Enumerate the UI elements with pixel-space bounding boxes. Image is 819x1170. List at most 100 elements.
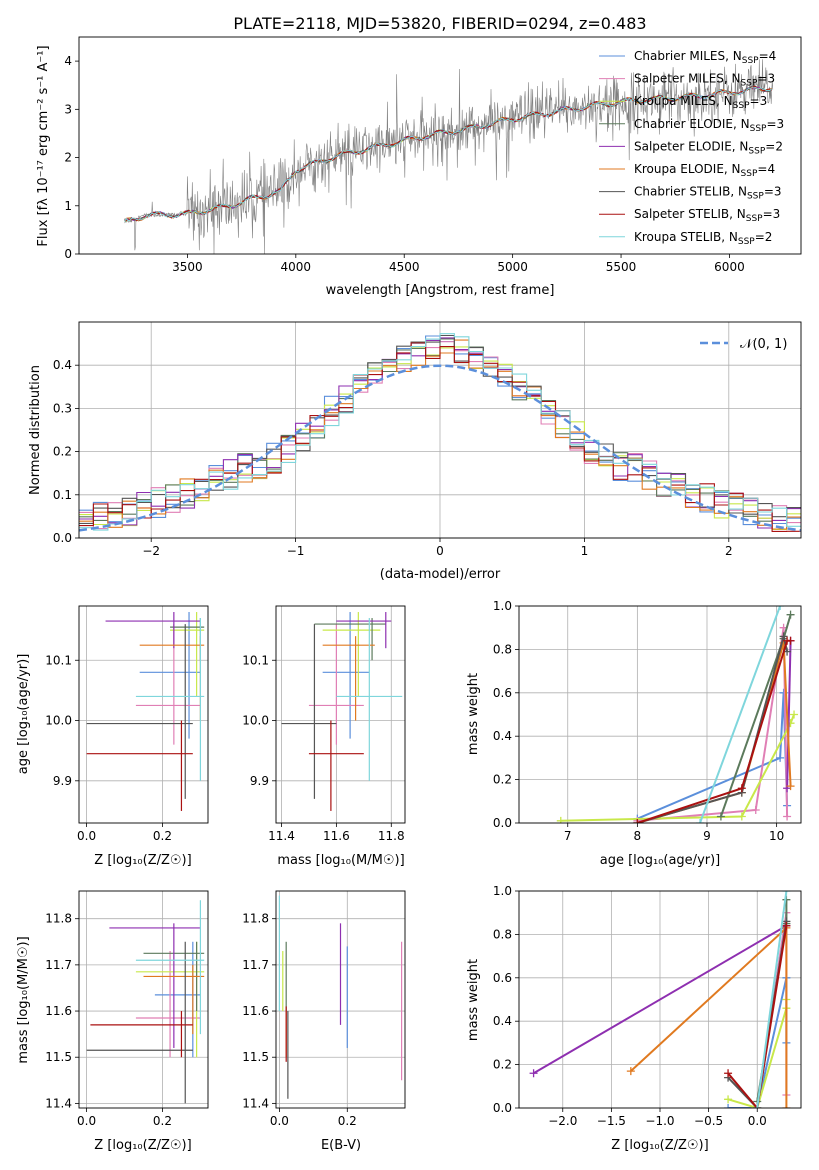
y-tick-label: 1	[64, 199, 72, 213]
y-tick-label: 11.6	[45, 1004, 72, 1018]
x-tick-label: −1.5	[597, 1114, 626, 1128]
x-tick-label: −0.5	[694, 1114, 723, 1128]
x-tick-label: 9	[703, 829, 711, 843]
legend-entry: Chabrier MILES, NSSP=4	[634, 49, 776, 66]
data-point-marker	[724, 1104, 733, 1108]
plot-area-massweight_vs_Z	[529, 891, 791, 1108]
x-axis-label: age [log₁₀(age/yr)]	[600, 853, 721, 868]
x-tick-label: 0.0	[77, 1114, 96, 1128]
data-point-marker	[782, 921, 791, 930]
axes-mass_vs_EBV: 0.0 0.2 11.4 11.5 11.6 11.7 11.8 E(B-V)	[242, 890, 406, 1153]
data-point-marker	[633, 819, 642, 823]
y-tick-label: 11.8	[45, 912, 72, 926]
y-tick-label: 11.7	[45, 958, 72, 972]
data-point-marker	[724, 1069, 733, 1078]
y-axis-label: mass weight	[466, 959, 481, 1041]
data-point-marker	[556, 816, 565, 823]
y-axis-label: Flux [fλ 10⁻¹⁷ erg cm⁻² s⁻¹ A⁻¹]	[36, 45, 51, 246]
x-axis-label: mass [log₁₀(M/M☉)]	[277, 853, 404, 868]
y-tick-label: 0.3	[53, 401, 72, 415]
y-axis-label: mass [log₁₀(M/M☉)]	[16, 936, 31, 1063]
y-tick-label: 2	[64, 151, 72, 165]
axes-mass_vs_Z: 0.0 0.2 11.4 11.5 11.6 11.7 11.8 Z [log₁₀(Z/Z☉)…	[16, 890, 209, 1153]
x-tick-label: 6000	[714, 260, 745, 274]
y-tick-label: 9.9	[53, 774, 72, 788]
x-tick-label: 10	[769, 829, 784, 843]
y-axis-label: mass weight	[466, 673, 481, 755]
x-tick-label: 0.2	[153, 829, 172, 843]
y-tick-label: 0.0	[53, 531, 72, 545]
plot-area-mass_vs_EBV	[278, 895, 403, 1099]
y-tick-label: 1.0	[493, 884, 512, 898]
y-tick-label: 11.8	[242, 912, 269, 926]
axes-frame	[78, 605, 209, 824]
axes-frame	[518, 890, 802, 1109]
legend-entry: 𝒩(0, 1)	[740, 337, 787, 352]
legend-entry: Kroupa STELIB, NSSP=2	[634, 230, 772, 247]
data-point-marker	[782, 1104, 791, 1108]
y-tick-label: 0.2	[53, 445, 72, 459]
legend-entry: Salpeter MILES, NSSP=3	[634, 72, 775, 89]
y-tick-label: 11.7	[242, 958, 269, 972]
y-tick-label: 0.6	[493, 686, 512, 700]
mass-weight-line	[756, 891, 788, 1108]
plot-area-residuals	[79, 333, 801, 532]
y-tick-label: 0.0	[493, 1101, 512, 1115]
data-point-marker	[737, 784, 746, 793]
x-axis-label: wavelength [Angstrom, rest frame]	[326, 283, 555, 298]
plot-area-spectrum	[124, 59, 774, 254]
data-point-marker	[753, 1104, 762, 1108]
y-axis-label: age [log₁₀(age/yr)]	[16, 654, 31, 775]
histogram-series	[79, 342, 801, 532]
legend-entry: Salpeter STELIB, NSSP=3	[634, 207, 780, 224]
x-tick-label: −2.0	[548, 1114, 577, 1128]
plot-area-massweight_vs_age	[556, 606, 799, 823]
y-tick-label: 0.8	[493, 927, 512, 941]
x-tick-label: −1	[287, 544, 305, 558]
y-tick-label: 10.0	[242, 714, 269, 728]
x-tick-label: 7	[564, 829, 572, 843]
y-tick-label: 4	[64, 54, 72, 68]
plot-area-mass_vs_Z	[86, 900, 205, 1104]
data-point-marker	[724, 1095, 733, 1104]
mass-weight-line	[533, 924, 787, 1075]
y-tick-label: 0.6	[493, 971, 512, 985]
x-tick-label: 11.8	[378, 829, 405, 843]
legend-entry: Kroupa MILES, NSSP=3	[634, 94, 767, 111]
data-point-marker	[529, 1069, 538, 1078]
data-point-marker	[776, 606, 785, 610]
axes-frame	[275, 605, 406, 824]
axes-residuals: −2 −1 0 1 2 0.0 0.1 0.2 0.3 0.4 (data-model)/error…	[28, 321, 802, 582]
axes-frame	[275, 890, 406, 1109]
x-tick-label: −2	[142, 544, 160, 558]
legend-entry: Chabrier ELODIE, NSSP=3	[634, 117, 784, 134]
mass-weight-line	[786, 640, 792, 789]
x-tick-label: 1	[581, 544, 589, 558]
data-point-marker	[696, 819, 705, 823]
axes-frame	[78, 321, 802, 539]
axes-frame	[78, 890, 209, 1109]
data-point-marker	[782, 891, 791, 895]
x-axis-label: Z [log₁₀(Z/Z☉)]	[94, 1138, 191, 1153]
mass-weight-line	[637, 627, 789, 822]
data-point-marker	[751, 805, 760, 814]
axes-massweight_vs_age: 7 8 9 10 0.0 0.2 0.4 0.6 0.8 1.0 age [log₁₀(age/yr…	[466, 599, 802, 868]
legend-entry: Kroupa ELODIE, NSSP=4	[634, 162, 775, 179]
y-tick-label: 0.2	[493, 773, 512, 787]
data-point-marker	[737, 812, 746, 821]
y-axis-label: Normed distribution	[28, 365, 43, 495]
y-tick-label: 9.9	[250, 774, 269, 788]
data-point-marker	[786, 636, 795, 645]
data-point-marker	[776, 753, 785, 762]
legend-entry: Chabrier STELIB, NSSP=3	[634, 185, 782, 202]
legend-entry: Salpeter ELODIE, NSSP=2	[634, 139, 783, 156]
x-tick-label: 2	[725, 544, 733, 558]
y-tick-label: 10.1	[242, 653, 269, 667]
data-point-marker	[786, 610, 795, 619]
axes-age_vs_Z: 0.0 0.2 9.9 10.0 10.1 Z [log₁₀(Z/Z☉)] age [log…	[16, 605, 209, 868]
y-tick-label: 11.4	[45, 1096, 72, 1110]
plot-area-age_vs_mass	[281, 612, 403, 811]
model-line	[124, 87, 772, 222]
y-tick-label: 0.2	[493, 1058, 512, 1072]
x-axis-label: E(B-V)	[321, 1138, 361, 1153]
